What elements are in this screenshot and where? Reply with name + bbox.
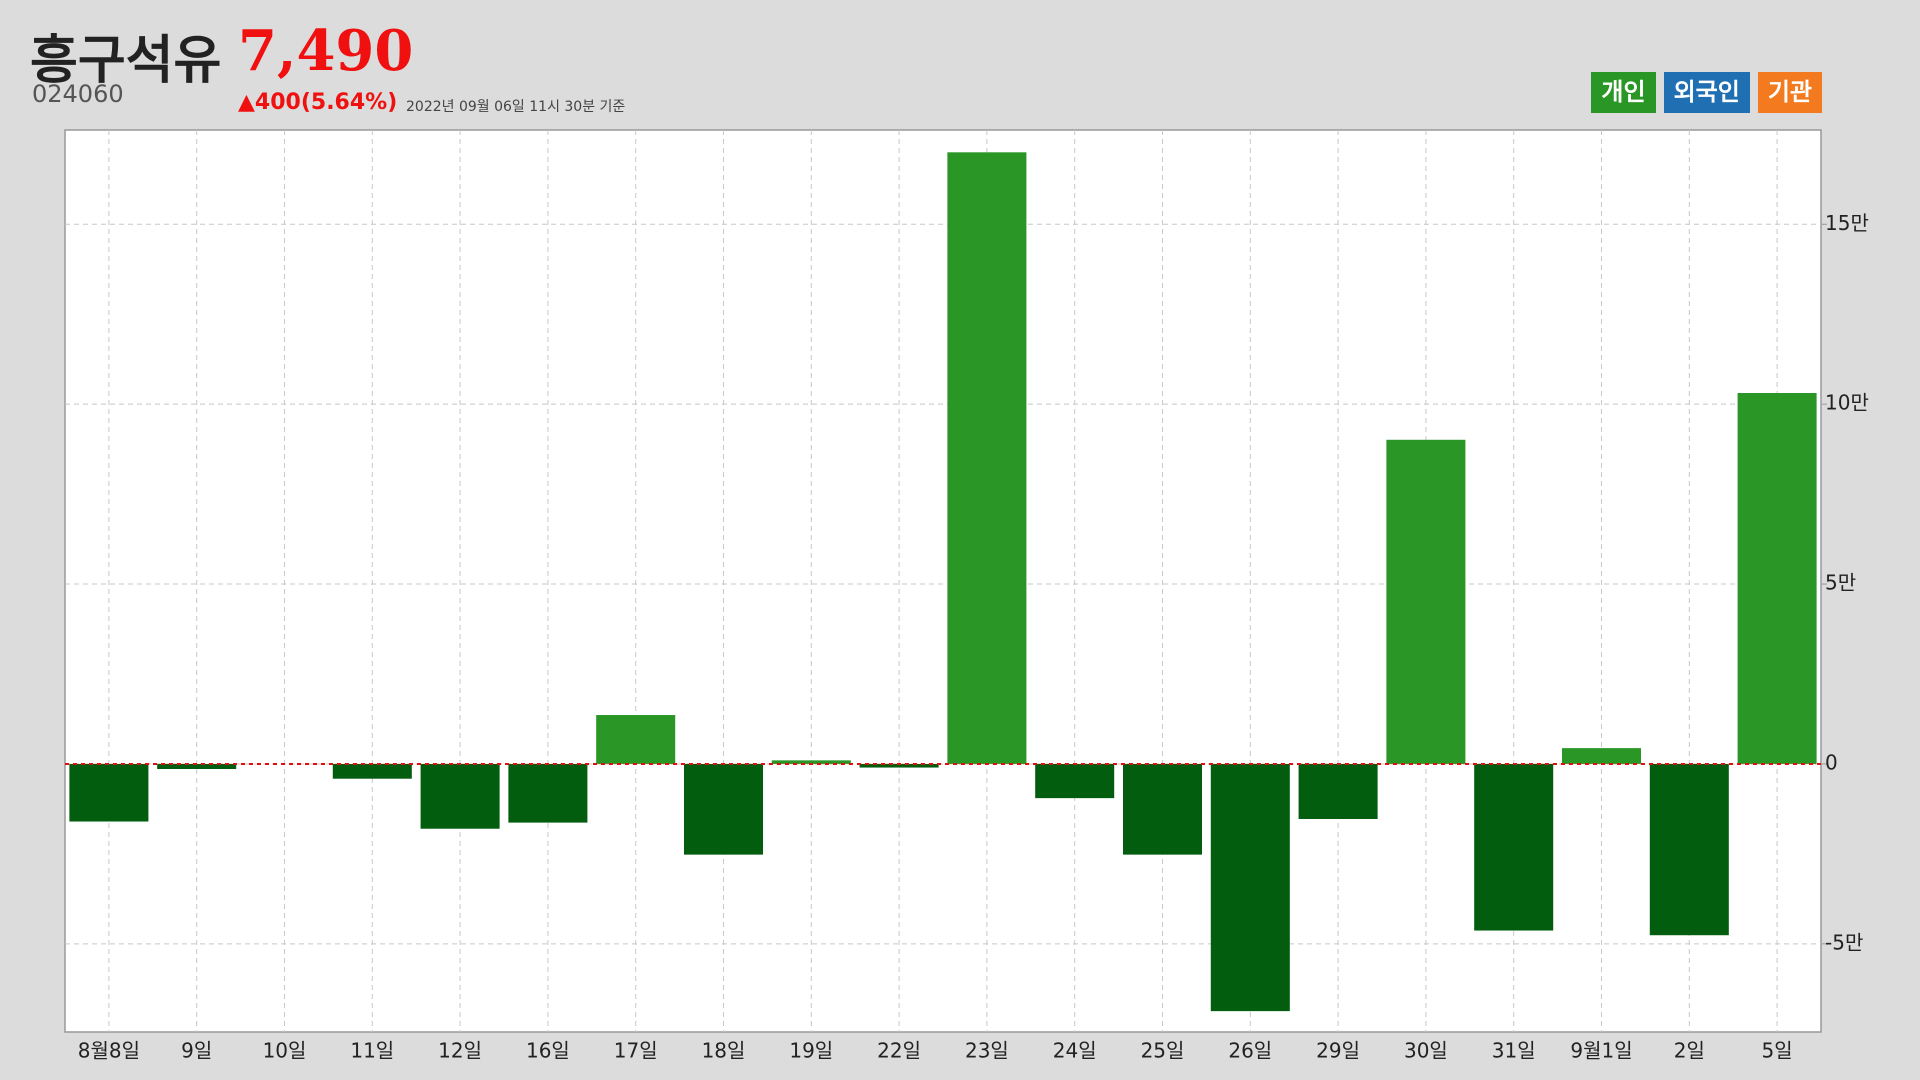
bar — [1386, 439, 1466, 764]
legend-button[interactable]: 외국인 — [1663, 72, 1750, 113]
x-tick-label: 22일 — [877, 1039, 921, 1063]
x-tick-label: 29일 — [1316, 1039, 1360, 1063]
x-tick-label: 12일 — [438, 1039, 482, 1063]
bar — [69, 763, 149, 822]
price-change: ▲400(5.64%) — [238, 90, 398, 115]
y-tick-label: -5만 — [1825, 930, 1863, 954]
x-tick-label: 10일 — [263, 1039, 307, 1063]
x-tick-label: 23일 — [965, 1039, 1009, 1063]
x-tick-label: 24일 — [1053, 1039, 1097, 1063]
bar — [1035, 763, 1115, 799]
bar — [859, 763, 939, 768]
timestamp: 2022년 09월 06일 11시 30분 기준 — [406, 99, 626, 115]
x-tick-label: 31일 — [1492, 1039, 1536, 1063]
y-tick-label: 15만 — [1825, 211, 1869, 235]
x-tick-label: 18일 — [702, 1039, 746, 1063]
bar — [1298, 763, 1378, 820]
y-tick-label: 0 — [1825, 750, 1838, 774]
x-tick-label: 19일 — [789, 1039, 833, 1063]
plot-area — [64, 129, 1822, 1033]
bar — [1474, 763, 1554, 931]
x-tick-label: 11일 — [350, 1039, 394, 1063]
y-tick-label: 10만 — [1825, 391, 1869, 415]
x-tick-label: 25일 — [1141, 1039, 1185, 1063]
bar — [947, 152, 1027, 764]
x-tick-label: 9일 — [181, 1039, 212, 1063]
stock-price: 7,490 — [238, 18, 414, 84]
bar — [771, 760, 851, 764]
bar — [1561, 748, 1642, 764]
x-tick-label: 26일 — [1228, 1039, 1272, 1063]
y-tick-label: 5만 — [1825, 571, 1856, 595]
bar — [1122, 763, 1203, 855]
bar — [1210, 763, 1290, 1012]
legend-button[interactable]: 기관 — [1757, 72, 1822, 113]
stock-name: 흥구석유 — [30, 31, 222, 91]
bar — [683, 763, 764, 855]
x-tick-label: 5일 — [1762, 1039, 1793, 1063]
x-tick-label: 16일 — [526, 1039, 570, 1063]
bar — [508, 763, 588, 823]
bar — [420, 763, 500, 829]
x-tick-label: 30일 — [1404, 1039, 1448, 1063]
x-tick-label: 17일 — [614, 1039, 658, 1063]
stock-code: 024060 — [32, 80, 124, 108]
legend: 개인 외국인 기관 — [1591, 72, 1822, 113]
bar — [332, 763, 412, 779]
bar — [1649, 763, 1729, 936]
bar — [157, 763, 237, 769]
bar — [1737, 393, 1817, 764]
bar — [596, 715, 676, 764]
legend-button[interactable]: 개인 — [1591, 72, 1656, 113]
x-tick-label: 9월1일 — [1570, 1039, 1632, 1063]
x-tick-label: 2일 — [1674, 1039, 1705, 1063]
x-tick-label: 8월8일 — [78, 1039, 140, 1063]
